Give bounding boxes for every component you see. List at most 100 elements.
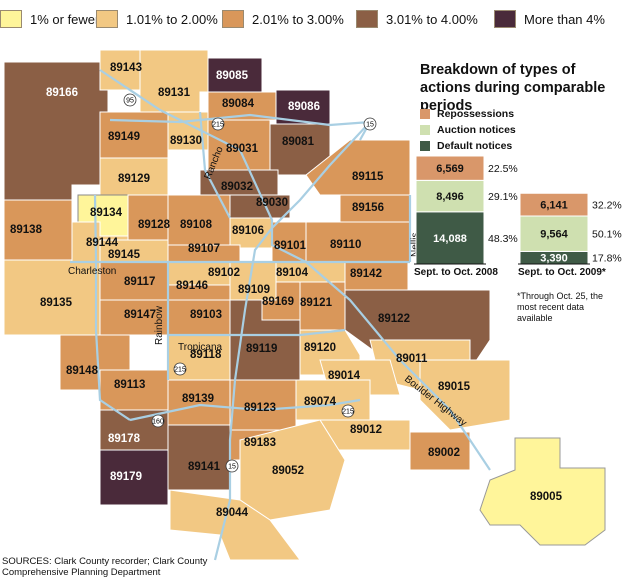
legend-item: 2.01% to 3.00% <box>222 10 344 28</box>
highway-shield: 215 <box>211 117 225 131</box>
zip-label: 89002 <box>428 447 460 459</box>
highway-215-south <box>129 398 361 422</box>
zip-label: 89074 <box>304 396 337 408</box>
zip-label: 89115 <box>352 171 384 183</box>
zip-label: 89139 <box>182 393 214 405</box>
highway-95 <box>99 69 307 263</box>
legend-swatch <box>96 10 118 28</box>
chart-legend-item: Auction notices <box>420 124 516 136</box>
shield-label: 215 <box>342 409 354 416</box>
zip-region-89030 <box>229 194 291 219</box>
zip-label: 89134 <box>90 207 123 219</box>
zip-label: 89081 <box>282 136 315 148</box>
legend-item: 1.01% to 2.00% <box>96 10 218 28</box>
map-legend: 1% or fewer 1.01% to 2.00% 2.01% to 3.00… <box>0 6 623 34</box>
highway-215-west <box>93 194 131 421</box>
zip-label: 89107 <box>188 243 220 255</box>
zip-label: 89084 <box>222 98 255 110</box>
zip-label: 89178 <box>108 433 141 445</box>
road-label-charleston: Charleston <box>68 266 116 277</box>
highway-shield: 215 <box>173 362 187 376</box>
zip-label: 89142 <box>350 268 382 280</box>
zip-label: 89129 <box>118 173 150 185</box>
zip-label: 89141 <box>188 461 221 473</box>
road-tropicana <box>168 328 346 337</box>
zip-label: 89113 <box>114 379 145 391</box>
highway-shield: 15 <box>225 459 239 473</box>
zip-label: 89102 <box>208 267 240 279</box>
zip-label: 89145 <box>108 249 141 261</box>
road-label-rainbow: Rainbow <box>154 305 165 345</box>
highway-shield: 160 <box>151 414 165 428</box>
zip-label: 89120 <box>304 342 336 354</box>
chart-legend-swatch <box>420 125 430 135</box>
zip-label: 89135 <box>40 297 73 309</box>
zip-label: 89109 <box>238 284 270 296</box>
zip-region-89002 <box>409 431 471 471</box>
shield-label: 215 <box>174 367 186 374</box>
legend-label: 1% or fewer <box>30 11 100 27</box>
road-label-tropicana: Tropicana <box>178 342 223 353</box>
chart-legend-label: Repossessions <box>437 108 515 120</box>
zip-label: 89011 <box>396 353 428 365</box>
zip-region-89135 <box>3 259 101 336</box>
zip-label: 89122 <box>378 313 410 325</box>
road-rancho <box>198 111 231 219</box>
zip-region-89044 <box>169 489 301 561</box>
zip-label: 89130 <box>170 135 202 147</box>
chart-legend-label: Default notices <box>437 140 513 152</box>
legend-item: 3.01% to 4.00% <box>356 10 478 28</box>
highway-shield: 15 <box>363 117 377 131</box>
zip-label: 89179 <box>110 471 142 483</box>
zip-region-89179 <box>99 449 169 506</box>
legend-swatch <box>356 10 378 28</box>
zip-label: 89156 <box>352 202 384 214</box>
zip-label: 89119 <box>246 343 277 355</box>
shield-label: 95 <box>126 98 134 105</box>
chart-legend-swatch <box>420 109 430 119</box>
zip-label: 89103 <box>190 309 222 321</box>
chart-legend-label: Auction notices <box>437 124 516 136</box>
zip-label: 89110 <box>330 239 361 251</box>
zip-label: 89044 <box>216 507 249 519</box>
zip-label: 89108 <box>180 219 213 231</box>
zip-region-89128 <box>127 194 169 241</box>
zip-label: 89015 <box>438 381 471 393</box>
legend-label: 1.01% to 2.00% <box>126 11 218 27</box>
shield-label: 15 <box>366 122 374 129</box>
zip-label: 89118 <box>190 349 222 361</box>
zip-label: 89030 <box>256 197 288 209</box>
legend-label: 2.01% to 3.00% <box>252 11 344 27</box>
zip-label: 89014 <box>328 370 361 382</box>
zip-labels: 89143 89085 89166 89131 89084 89086 8914… <box>10 62 563 519</box>
shield-label: 160 <box>152 419 164 426</box>
zip-label: 89117 <box>124 276 155 288</box>
road-label-nellis: Nellis <box>410 233 421 257</box>
legend-swatch <box>494 10 516 28</box>
zip-label: 89031 <box>226 143 259 155</box>
chart-legend-item: Default notices <box>420 140 512 152</box>
zip-label: 89131 <box>158 87 191 99</box>
boulder-highway <box>305 261 491 471</box>
zip-region-89141 <box>167 424 231 491</box>
zip-region-89166 <box>3 61 109 201</box>
zip-region-89115 <box>305 139 411 196</box>
zip-label: 89144 <box>86 237 119 249</box>
zip-label: 89052 <box>272 465 304 477</box>
zip-label: 89085 <box>216 70 249 82</box>
zip-label: 89166 <box>46 87 78 99</box>
zip-label: 89147 <box>124 309 156 321</box>
legend-label: 3.01% to 4.00% <box>386 11 478 27</box>
zip-label: 89143 <box>110 62 142 74</box>
zip-label: 89183 <box>244 437 276 449</box>
zip-label: 89123 <box>244 402 276 414</box>
legend-item: 1% or fewer <box>0 10 99 28</box>
zip-label: 89101 <box>274 240 307 252</box>
shield-label: 215 <box>212 122 224 129</box>
zip-label: 89106 <box>232 225 264 237</box>
zip-label: 89012 <box>350 424 382 436</box>
zip-label: 89032 <box>221 181 253 193</box>
shield-label: 15 <box>228 464 236 471</box>
highway-shield: 215 <box>341 404 355 418</box>
